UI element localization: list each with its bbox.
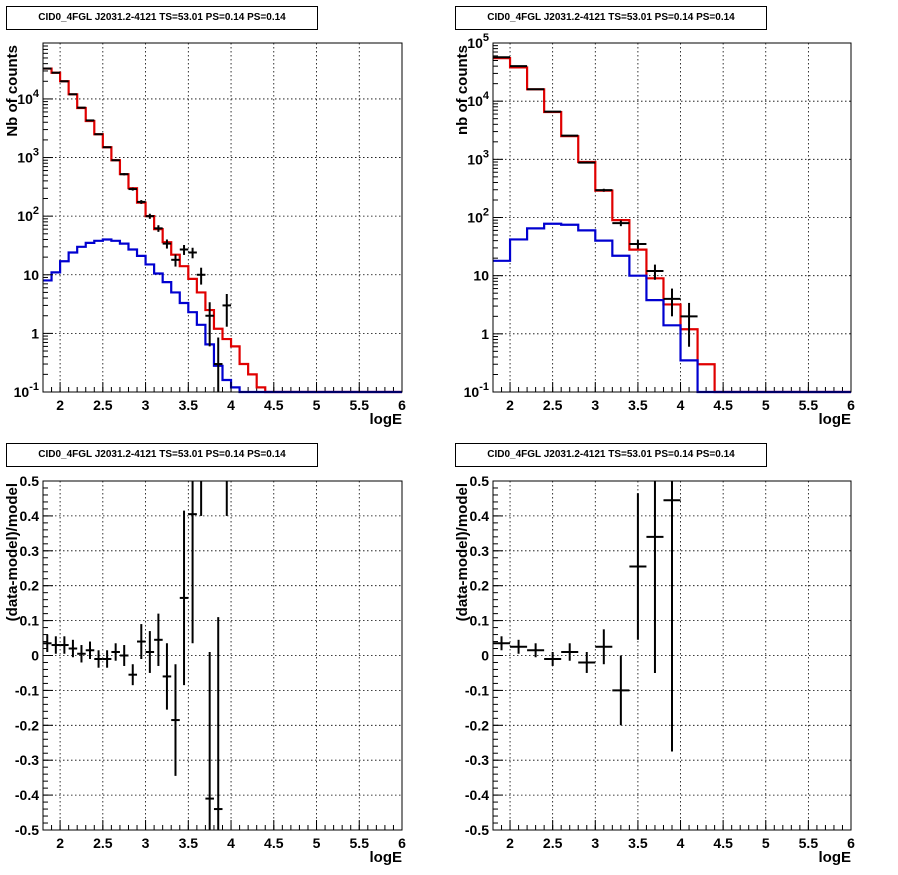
y-tick-label: -0.3 <box>465 752 489 768</box>
x-tick-label: 2.5 <box>93 835 113 851</box>
x-axis-label: logE <box>370 849 403 866</box>
y-tick-label: 0.5 <box>470 473 490 489</box>
x-tick-label: 4.5 <box>264 835 284 851</box>
x-tick-label: 5 <box>313 835 321 851</box>
x-tick-label: 4 <box>227 835 235 851</box>
y-axis-label: Nb of counts <box>4 45 21 137</box>
panel-title-top-left: CID0_4FGL J2031.2-4121 TS=53.01 PS=0.14 … <box>6 6 318 30</box>
x-tick-label: 3.5 <box>179 835 199 851</box>
x-tick-label: 4 <box>677 397 685 413</box>
y-tick-label: 1 <box>481 326 489 342</box>
x-tick-label: 6 <box>847 835 855 851</box>
y-tick-label: 0.2 <box>470 578 490 594</box>
y-axis-label: nb of counts <box>454 45 471 135</box>
plot-top-right: 2 2.5 3 3.5 4 4.5 5 5.5 6 10-1 1 10 102 103 104 105 logE… <box>454 32 855 428</box>
y-tick-label: -0.2 <box>15 717 39 733</box>
y-tick-label: 10-1 <box>14 381 39 400</box>
x-tick-label: 3.5 <box>179 397 199 413</box>
x-tick-label: 2.5 <box>543 397 563 413</box>
series-line-red <box>43 67 402 394</box>
x-tick-label: 2.5 <box>543 835 563 851</box>
y-tick-label: 105 <box>467 32 489 51</box>
series-line-blue <box>493 222 851 394</box>
y-tick-label: 0.5 <box>20 473 40 489</box>
y-tick-label: 10 <box>23 267 39 283</box>
plot-bottom-right: 2 2.5 3 3.5 4 4.5 5 5.5 6 -0.5 -0.4 -0.3 -0.2 -0.1 0 0.… <box>454 473 855 866</box>
y-tick-label: 0 <box>31 648 39 664</box>
panel-title-bottom-left: CID0_4FGL J2031.2-4121 TS=53.01 PS=0.14 … <box>6 443 318 467</box>
x-tick-label: 3 <box>142 397 150 413</box>
x-axis-label: logE <box>819 849 852 866</box>
plot-frame <box>42 42 403 393</box>
y-tick-label: -0.1 <box>15 682 39 698</box>
y-tick-label: 103 <box>467 148 489 167</box>
x-tick-label: 6 <box>398 397 406 413</box>
y-tick-label: 104 <box>467 90 490 109</box>
y-tick-label: 0.3 <box>20 543 40 559</box>
plot-bottom-left: 2 2.5 3 3.5 4 4.5 5 5.5 6 -0.5 -0.4 -0.3 -0.2 -0.1 0 0.… <box>4 473 406 866</box>
panel-title-bottom-right: CID0_4FGL J2031.2-4121 TS=53.01 PS=0.14 … <box>455 443 767 467</box>
series-line-red <box>493 57 851 394</box>
x-tick-label: 4 <box>677 835 685 851</box>
series-line-blue <box>43 238 402 394</box>
x-tick-label: 5 <box>762 397 770 413</box>
x-tick-label: 5 <box>313 397 321 413</box>
x-tick-label: 2 <box>506 835 514 851</box>
y-tick-label: -0.1 <box>465 682 489 698</box>
y-tick-label: -0.3 <box>15 752 39 768</box>
x-tick-label: 4 <box>227 397 235 413</box>
x-tick-label: 2 <box>56 835 64 851</box>
y-tick-label: 10 <box>473 268 489 284</box>
y-tick-label: 0.4 <box>20 508 40 524</box>
x-tick-label: 5.5 <box>350 835 370 851</box>
x-tick-label: 6 <box>847 397 855 413</box>
x-tick-label: 2 <box>56 397 64 413</box>
x-tick-label: 5 <box>762 835 770 851</box>
x-tick-label: 3 <box>142 835 150 851</box>
y-tick-label: 0.2 <box>20 578 40 594</box>
y-tick-label: 104 <box>17 88 40 107</box>
x-tick-label: 3 <box>591 835 599 851</box>
x-axis-label: logE <box>370 411 403 428</box>
x-tick-label: 5.5 <box>799 835 819 851</box>
x-tick-label: 3 <box>591 397 599 413</box>
x-tick-label: 6 <box>398 835 406 851</box>
y-tick-label: 0 <box>481 648 489 664</box>
y-tick-label: 102 <box>17 205 39 224</box>
x-tick-label: 5.5 <box>799 397 819 413</box>
y-axis-label: (data-model)/model <box>454 483 471 621</box>
y-tick-label: 0.1 <box>470 613 490 629</box>
y-tick-label: 0.4 <box>470 508 490 524</box>
x-tick-label: 2.5 <box>93 397 113 413</box>
x-tick-label: 4.5 <box>713 397 733 413</box>
x-tick-label: 4.5 <box>713 835 733 851</box>
y-tick-label: -0.5 <box>465 822 489 838</box>
x-tick-label: 3.5 <box>628 397 648 413</box>
y-tick-label: -0.2 <box>465 717 489 733</box>
y-tick-label: 1 <box>31 325 39 341</box>
x-tick-label: 4.5 <box>264 397 284 413</box>
y-tick-label: 102 <box>467 207 489 226</box>
x-tick-label: 3.5 <box>628 835 648 851</box>
y-tick-label: -0.4 <box>465 787 489 803</box>
y-tick-label: 0.3 <box>470 543 490 559</box>
y-tick-label: 10-1 <box>464 381 489 400</box>
y-tick-label: 103 <box>17 147 39 166</box>
x-tick-label: 5.5 <box>350 397 370 413</box>
y-tick-label: -0.4 <box>15 787 39 803</box>
plot-top-left: 2 2.5 3 3.5 4 4.5 5 5.5 6 10-1 1 10 102 103 104 logE Nb … <box>4 42 406 428</box>
x-axis-label: logE <box>819 411 852 428</box>
y-tick-label: -0.5 <box>15 822 39 838</box>
panel-title-top-right: CID0_4FGL J2031.2-4121 TS=53.01 PS=0.14 … <box>455 6 767 30</box>
y-tick-label: 0.1 <box>20 613 40 629</box>
y-axis-label: (data-model)/model <box>4 483 21 621</box>
x-tick-label: 2 <box>506 397 514 413</box>
